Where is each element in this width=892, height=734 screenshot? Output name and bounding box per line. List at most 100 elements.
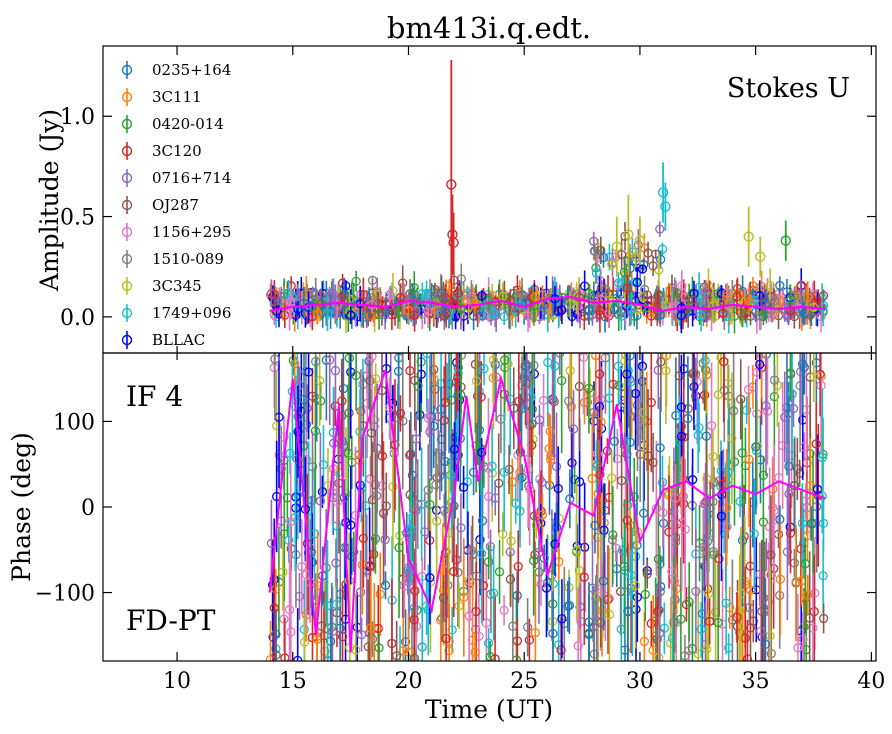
x-tick-label: 25 — [510, 669, 538, 694]
phase-point — [398, 646, 408, 656]
phase-point — [325, 636, 336, 646]
phase-point — [508, 621, 518, 631]
phase-point — [622, 369, 632, 379]
phase-point — [702, 370, 712, 380]
phase-point — [365, 474, 376, 484]
phase-point — [405, 366, 415, 376]
amplitude-point — [523, 311, 533, 321]
phase-point — [596, 588, 606, 598]
phase-point — [608, 379, 618, 389]
amplitude-point — [643, 248, 653, 258]
phase-point — [537, 477, 547, 488]
amplitude-point — [409, 310, 419, 320]
legend-label: 0235+164 — [152, 61, 231, 79]
phase-point — [351, 370, 361, 381]
phase-point — [654, 652, 664, 661]
phase-point — [690, 369, 701, 379]
phase-point — [782, 547, 793, 557]
amplitude-point — [409, 283, 419, 293]
phase-point — [370, 533, 381, 544]
amplitude-point — [700, 288, 711, 298]
phase-point — [664, 527, 674, 537]
phase-point — [613, 361, 624, 371]
phase-point — [490, 654, 500, 661]
amplitude-point — [784, 310, 794, 321]
phase-point — [439, 415, 449, 426]
bottom-y-tick-label: 100 — [53, 410, 95, 435]
phase-point — [537, 510, 548, 520]
phase-point — [343, 448, 353, 458]
phase-point — [470, 647, 480, 657]
phase-point — [699, 390, 710, 400]
legend-label: 3C111 — [152, 88, 202, 106]
phase-point — [809, 372, 819, 382]
phase-point — [817, 452, 828, 463]
phase-point — [713, 617, 723, 628]
amplitude-point — [609, 304, 620, 315]
phase-point — [655, 628, 665, 638]
phase-point — [594, 369, 605, 379]
phase-point — [784, 489, 794, 499]
phase-point — [530, 628, 541, 638]
legend-label: BLLAC — [152, 331, 205, 349]
phase-point — [335, 623, 345, 633]
amplitude-point — [346, 310, 356, 320]
phase-point — [676, 431, 687, 442]
phase-point — [676, 402, 687, 412]
phase-point — [736, 394, 746, 404]
phase-point — [609, 436, 620, 447]
amplitude-point — [598, 252, 609, 263]
phase-point — [590, 520, 600, 531]
phase-point — [696, 624, 706, 634]
phase-point — [536, 579, 546, 589]
phase-point — [777, 440, 788, 451]
phase-point — [270, 354, 280, 364]
amplitude-point — [589, 246, 600, 256]
phase-point — [811, 439, 821, 449]
phase-point — [522, 371, 532, 381]
phase-point — [512, 590, 522, 601]
amplitude-point — [755, 291, 765, 301]
phase-point — [483, 491, 494, 502]
phase-point — [322, 601, 333, 611]
phase-point — [330, 365, 341, 376]
phase-point — [623, 607, 633, 617]
amplitude-point — [403, 305, 414, 316]
phase-point — [574, 565, 584, 575]
amplitude-model-line — [269, 295, 826, 312]
phase-point — [632, 592, 642, 602]
phase-point — [284, 535, 294, 545]
phase-point — [369, 421, 379, 432]
phase-point — [735, 496, 745, 507]
phase-point — [395, 408, 406, 419]
legend-marker — [121, 226, 133, 238]
phase-point — [331, 599, 341, 610]
phase-point — [684, 597, 694, 607]
phase-point — [494, 567, 505, 577]
phase-point — [799, 362, 809, 372]
amplitude-point — [607, 259, 617, 270]
phase-point — [440, 456, 450, 467]
phase-point — [572, 545, 582, 555]
phase-point — [528, 556, 539, 566]
phase-point — [378, 508, 389, 518]
bottom-y-tick-label: 0 — [81, 496, 95, 521]
phase-point — [780, 412, 790, 422]
phase-point — [483, 557, 494, 567]
amplitude-point — [654, 291, 664, 301]
phase-point — [354, 455, 364, 465]
amplitude-point — [299, 298, 309, 308]
phase-point — [341, 517, 351, 528]
phase-point — [746, 585, 756, 595]
phase-point — [446, 470, 456, 480]
phase-point — [653, 554, 664, 564]
amplitude-point — [417, 289, 427, 299]
phase-point — [792, 464, 802, 474]
amplitude-point — [655, 224, 665, 234]
phase-point — [594, 401, 605, 412]
amplitude-point — [811, 297, 821, 307]
phase-point — [375, 589, 385, 599]
phase-point — [545, 454, 556, 465]
phase-point — [708, 547, 719, 557]
phase-point — [818, 613, 829, 624]
